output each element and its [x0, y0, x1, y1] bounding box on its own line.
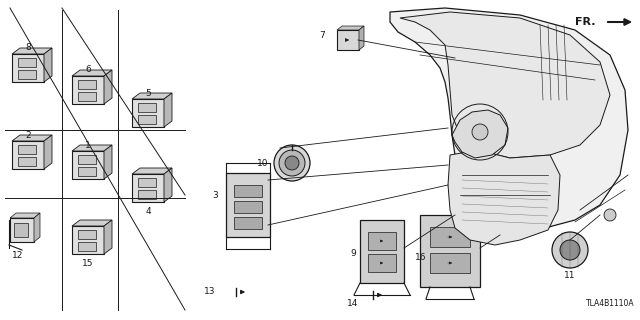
Polygon shape	[72, 220, 112, 226]
Polygon shape	[18, 58, 36, 67]
Polygon shape	[234, 201, 262, 213]
Circle shape	[279, 150, 305, 176]
Polygon shape	[34, 213, 40, 242]
Polygon shape	[44, 48, 52, 82]
Text: 3: 3	[212, 190, 218, 199]
Polygon shape	[132, 174, 164, 202]
Polygon shape	[390, 8, 628, 228]
Polygon shape	[18, 157, 36, 166]
Polygon shape	[138, 103, 156, 112]
Polygon shape	[132, 93, 172, 99]
Text: 9: 9	[350, 249, 356, 258]
Polygon shape	[78, 92, 96, 100]
Text: FR.: FR.	[575, 17, 596, 27]
Polygon shape	[430, 227, 470, 247]
Text: 7: 7	[319, 30, 325, 39]
Circle shape	[560, 240, 580, 260]
Polygon shape	[448, 150, 560, 245]
Polygon shape	[337, 26, 364, 30]
Circle shape	[285, 156, 299, 170]
Polygon shape	[138, 115, 156, 124]
Polygon shape	[420, 215, 480, 287]
Polygon shape	[104, 145, 112, 179]
Polygon shape	[368, 254, 396, 272]
Polygon shape	[226, 173, 270, 237]
Polygon shape	[44, 135, 52, 169]
Polygon shape	[72, 70, 112, 76]
Polygon shape	[78, 80, 96, 89]
Polygon shape	[138, 190, 156, 199]
Text: 16: 16	[415, 253, 426, 262]
Text: 11: 11	[564, 270, 576, 279]
Circle shape	[274, 145, 310, 181]
Polygon shape	[12, 48, 52, 54]
Text: 15: 15	[83, 259, 93, 268]
Polygon shape	[400, 12, 610, 158]
Text: TLA4B1110A: TLA4B1110A	[586, 299, 635, 308]
Polygon shape	[132, 168, 172, 174]
Polygon shape	[234, 217, 262, 229]
Text: 1: 1	[85, 140, 91, 149]
Polygon shape	[164, 93, 172, 127]
Polygon shape	[337, 30, 359, 50]
Polygon shape	[18, 145, 36, 154]
Polygon shape	[18, 70, 36, 79]
Polygon shape	[132, 99, 164, 127]
Polygon shape	[78, 230, 96, 239]
Text: 13: 13	[204, 287, 215, 297]
Polygon shape	[452, 110, 508, 158]
Polygon shape	[359, 26, 364, 50]
Text: 2: 2	[25, 131, 31, 140]
Polygon shape	[78, 242, 96, 251]
Circle shape	[472, 124, 488, 140]
Polygon shape	[72, 76, 104, 104]
Polygon shape	[72, 145, 112, 151]
Polygon shape	[430, 253, 470, 273]
Polygon shape	[72, 226, 104, 254]
Polygon shape	[78, 167, 96, 176]
Text: 6: 6	[85, 66, 91, 75]
Polygon shape	[10, 218, 34, 242]
Polygon shape	[78, 155, 96, 164]
Polygon shape	[14, 223, 28, 236]
Text: 8: 8	[25, 44, 31, 52]
Polygon shape	[104, 220, 112, 254]
Circle shape	[552, 232, 588, 268]
Text: 12: 12	[12, 251, 24, 260]
Polygon shape	[138, 178, 156, 187]
Polygon shape	[104, 70, 112, 104]
Text: 10: 10	[257, 158, 268, 167]
Polygon shape	[12, 54, 44, 82]
Polygon shape	[72, 151, 104, 179]
Text: 5: 5	[145, 89, 151, 98]
Text: 14: 14	[347, 299, 358, 308]
Polygon shape	[10, 213, 40, 218]
Polygon shape	[360, 220, 404, 283]
Text: 4: 4	[145, 207, 151, 217]
Polygon shape	[234, 185, 262, 197]
Polygon shape	[368, 232, 396, 250]
Polygon shape	[164, 168, 172, 202]
Polygon shape	[12, 135, 52, 141]
Circle shape	[604, 209, 616, 221]
Polygon shape	[12, 141, 44, 169]
